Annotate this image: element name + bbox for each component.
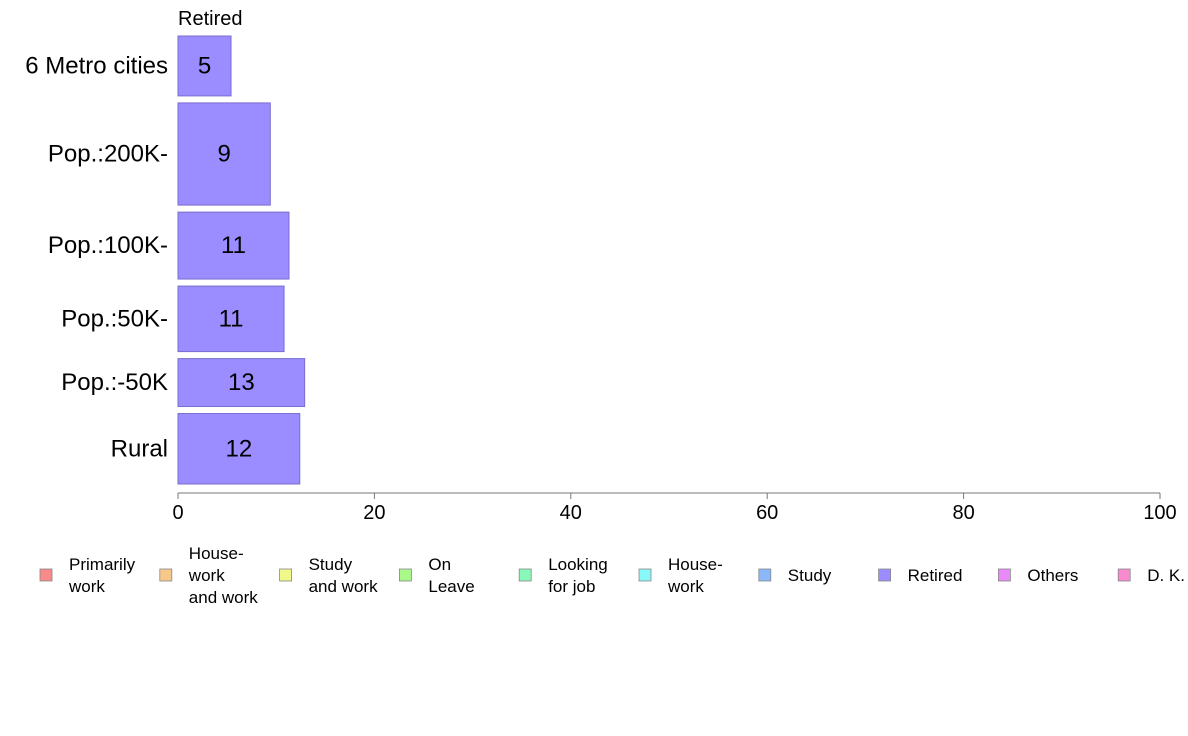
legend-label-line: Looking — [548, 555, 608, 574]
legend-label: Study — [788, 566, 832, 585]
x-tick-label: 80 — [952, 502, 974, 524]
bar-1 — [177, 102, 271, 206]
category-label: Pop.:50K- — [61, 305, 168, 332]
x-tick-label: 40 — [560, 502, 582, 524]
legend-label-line: work — [68, 577, 105, 596]
legend-label-line: Study — [788, 566, 832, 585]
category-label: Pop.:100K- — [48, 232, 168, 259]
legend-label-line: Primarily — [69, 555, 136, 574]
x-tick-label: 20 — [363, 502, 385, 524]
legend-swatch — [1117, 568, 1131, 582]
legend-label: Looking for job — [548, 555, 608, 596]
legend-swatch — [518, 568, 532, 582]
legend-label-line: and work — [309, 577, 378, 596]
legend-item: On Leave — [398, 555, 475, 596]
bar-value-label: 11 — [221, 232, 246, 259]
legend-label-line: work — [667, 577, 704, 596]
legend-label-line: Others — [1027, 566, 1078, 585]
legend-swatch — [279, 568, 293, 582]
legend-swatch — [878, 568, 891, 582]
legend-swatch — [398, 568, 412, 582]
legend-item: Looking for job — [518, 555, 608, 596]
legend-label: House-work and work — [188, 544, 258, 607]
legend-label: On Leave — [428, 555, 474, 596]
category-label: 6 Metro cities — [25, 52, 168, 79]
legend-label-line: On — [428, 555, 451, 574]
legend-swatch — [998, 568, 1011, 582]
legend-label: Others — [1027, 566, 1078, 585]
bar-value-label: 12 — [226, 435, 253, 462]
legend-swatch — [159, 568, 173, 582]
legend-item: House-work — [638, 555, 723, 596]
category-label: Pop.:200K- — [48, 141, 168, 168]
legend-item: Primarily work — [39, 555, 136, 596]
bars-group: 5 9 11 11 13 12 — [177, 35, 306, 485]
legend-label: D. K. — [1147, 566, 1185, 585]
category-label: Rural — [111, 435, 168, 462]
x-tick-label: 60 — [756, 502, 778, 524]
legend-swatch — [758, 568, 772, 582]
x-tick-label: 100 — [1143, 502, 1176, 524]
bar-0 — [177, 35, 232, 97]
legend-label-line: House- — [189, 544, 244, 563]
bar-3 — [177, 285, 285, 353]
legend-label-line: House- — [668, 555, 723, 574]
bar-2 — [177, 211, 290, 280]
legend-label: Retired — [908, 566, 963, 585]
legend-label-line: Study — [309, 555, 353, 574]
legend-label-line: Retired — [908, 566, 963, 585]
category-labels: 6 Metro cities Pop.:200K- Pop.:100K- Pop.:5… — [25, 52, 168, 462]
legend-label-line: Leave — [428, 577, 474, 596]
bar-value-label: 13 — [228, 369, 255, 396]
legend-item: Study and work — [279, 555, 378, 596]
bar-value-label: 9 — [217, 141, 230, 168]
legend-label-line: D. K. — [1147, 566, 1185, 585]
x-axis: 0 20 40 60 80 100 — [172, 492, 1177, 524]
legend-label: House-work — [667, 555, 723, 596]
legend-item: Others — [998, 566, 1078, 585]
legend-item: D. K. — [1117, 566, 1185, 585]
legend-label-line: work — [188, 566, 225, 585]
bar-5 — [177, 413, 301, 485]
legend-label-line: for job — [548, 577, 595, 596]
legend-label-line: and work — [189, 588, 258, 607]
legend-label: Primarily work — [68, 555, 136, 596]
category-label: Pop.:-50K — [61, 369, 168, 396]
x-tick-label: 0 — [172, 502, 183, 524]
legend-item: Study — [758, 566, 832, 585]
legend-swatch — [638, 568, 652, 582]
bar-value-label: 11 — [219, 305, 244, 332]
legend-swatch — [39, 568, 53, 582]
legend-label: Study and work — [309, 555, 378, 596]
panel-title: Retired — [178, 8, 242, 30]
bar-value-label: 5 — [198, 52, 211, 79]
bar-4 — [177, 358, 306, 408]
legend-item: House-work and work — [159, 544, 258, 607]
legend-item: Retired — [878, 566, 963, 585]
